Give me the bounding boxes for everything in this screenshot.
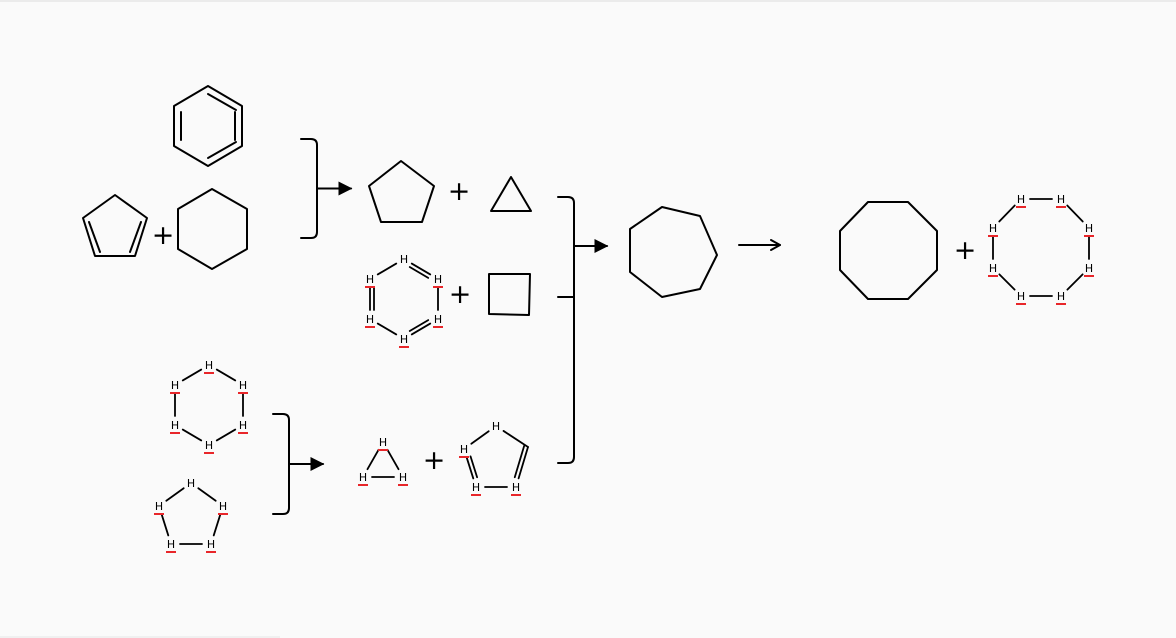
bond	[366, 448, 380, 471]
hydrogen-label: H	[167, 538, 175, 551]
bond	[502, 430, 529, 448]
hydrogen-label: H	[366, 273, 374, 286]
double-bond	[469, 455, 479, 479]
h-labelled-rings: H H H H H H H H H H H H H H H H H H H H H H H H H H H H H H H H	[154, 193, 1094, 553]
benzene	[173, 85, 243, 167]
bond	[1066, 273, 1084, 291]
hydrogen-label: H	[472, 481, 480, 494]
hydrogen-label: H	[989, 222, 997, 235]
bond	[181, 428, 203, 442]
cyclobutane	[488, 273, 531, 316]
plus-sign: +	[152, 220, 175, 251]
cyclooctane-h-ring: H H H H H H H H	[988, 193, 1094, 305]
hydrogen-label: H	[207, 538, 215, 551]
hydrogen-label: H	[239, 379, 247, 392]
bond	[212, 513, 222, 537]
hydrogen-label: H	[400, 333, 408, 346]
hydrogen-label: H	[492, 420, 500, 433]
cyclohexane	[177, 188, 248, 270]
hydrogen-label: H	[1017, 290, 1025, 303]
hydrogen-label: H	[434, 313, 442, 326]
bond	[410, 322, 432, 336]
reaction-arrow	[738, 239, 781, 251]
bracket-3	[272, 413, 325, 515]
top-divider	[0, 0, 1176, 2]
bond	[1066, 204, 1084, 223]
hydrogen-label: H	[989, 262, 997, 275]
cyclopentane	[368, 160, 435, 223]
bond	[410, 262, 432, 276]
hydrogen-label: H	[399, 471, 407, 484]
hydrogen-label: H	[1017, 193, 1025, 206]
hydrogen-label: H	[379, 436, 387, 449]
cyclopentadiene-h-ring: H H H H	[459, 420, 529, 496]
bond	[181, 368, 203, 382]
bond	[376, 262, 398, 276]
bond	[386, 448, 400, 471]
bond	[470, 430, 490, 445]
plus-sign: +	[448, 176, 471, 207]
double-bond	[513, 444, 526, 479]
plus-sign: +	[954, 235, 977, 266]
bond	[215, 368, 237, 382]
hydrogen-label: H	[239, 419, 247, 432]
bond	[998, 273, 1016, 291]
plus-signs: + + + + +	[152, 176, 977, 476]
bond	[197, 487, 217, 502]
double-bond	[408, 266, 430, 279]
hydrogen-label: H	[219, 500, 227, 513]
hydrogen-label: H	[400, 253, 408, 266]
bond	[998, 204, 1016, 223]
cyclopropane	[490, 176, 532, 212]
cyclooctane	[839, 201, 938, 300]
hydrogen-label: H	[187, 477, 195, 490]
bond	[160, 513, 170, 537]
plus-sign: +	[423, 445, 446, 476]
cyclohexatriene-h-ring: H H H H H H	[365, 253, 443, 348]
plus-sign: +	[449, 279, 472, 310]
hydrogen-label: H	[1085, 262, 1093, 275]
hydrogen-label: H	[171, 419, 179, 432]
bond	[215, 428, 237, 442]
hydrogen-label: H	[205, 439, 213, 452]
hydrogen-label: H	[1057, 193, 1065, 206]
cycloheptane	[629, 206, 718, 298]
bracket-1	[300, 138, 353, 239]
hydrogen-label: H	[205, 359, 213, 372]
hydrogen-label: H	[155, 500, 163, 513]
hydrogen-label: H	[512, 481, 520, 494]
hydrogen-label: H	[460, 443, 468, 456]
bottom-divider	[0, 636, 280, 638]
cyclohexane-h-ring: H H H H H H	[170, 359, 248, 454]
hydrogen-label: H	[366, 313, 374, 326]
bond	[165, 487, 185, 502]
hydrogen-label: H	[434, 273, 442, 286]
hydrogen-label: H	[359, 471, 367, 484]
hydrogen-label: H	[171, 379, 179, 392]
bond	[517, 446, 529, 480]
cyclopropane-h-ring: H H H	[358, 436, 408, 486]
bracket-2	[557, 196, 609, 464]
cyclopentane-h-ring: H H H H H	[154, 477, 228, 553]
cyclopentadiene	[82, 194, 148, 257]
double-bond	[408, 319, 430, 332]
hydrogen-label: H	[1057, 290, 1065, 303]
hydrogen-label: H	[1085, 222, 1093, 235]
bond	[465, 456, 475, 480]
bond	[376, 322, 398, 336]
